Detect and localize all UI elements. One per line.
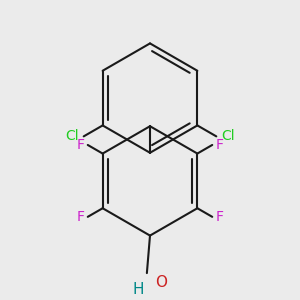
Text: F: F xyxy=(215,138,223,152)
Text: F: F xyxy=(215,210,223,224)
Text: F: F xyxy=(76,210,85,224)
Text: Cl: Cl xyxy=(221,129,235,143)
Text: O: O xyxy=(155,274,167,290)
Text: Cl: Cl xyxy=(65,129,79,143)
Text: H: H xyxy=(132,282,144,297)
Text: F: F xyxy=(76,138,85,152)
